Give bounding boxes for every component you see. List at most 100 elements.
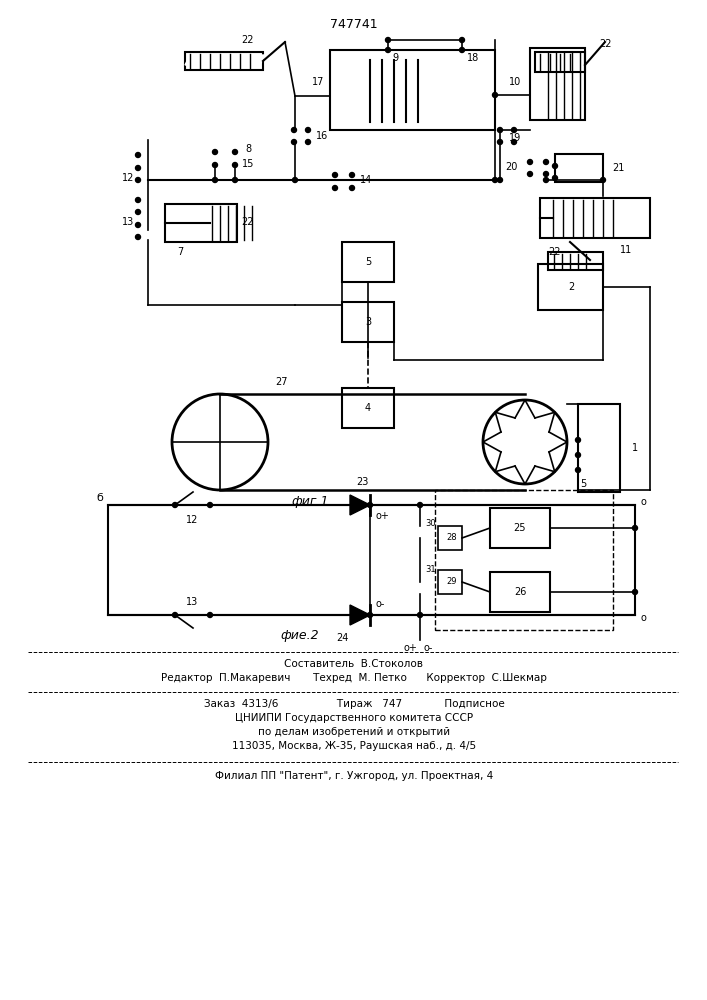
Text: о+: о+ (403, 643, 417, 653)
Circle shape (527, 159, 532, 164)
Bar (490, 572, 550, 612)
Text: 747741: 747741 (330, 18, 378, 31)
Circle shape (136, 152, 141, 157)
Circle shape (498, 139, 503, 144)
Text: 31: 31 (426, 566, 436, 574)
Circle shape (207, 612, 213, 617)
Text: фие.2: фие.2 (281, 629, 320, 642)
Text: о: о (640, 497, 646, 507)
Text: 9: 9 (392, 53, 398, 63)
Polygon shape (350, 495, 370, 515)
Text: 16: 16 (316, 131, 328, 141)
Circle shape (233, 149, 238, 154)
Circle shape (633, 526, 638, 530)
Circle shape (418, 612, 423, 617)
Text: 5: 5 (365, 257, 371, 267)
Circle shape (493, 178, 498, 182)
Polygon shape (185, 55, 265, 65)
Text: 13: 13 (122, 217, 134, 227)
Text: 7: 7 (177, 247, 183, 257)
Circle shape (498, 178, 503, 182)
Bar (108, 505, 635, 615)
Bar (435, 490, 613, 630)
Text: 12: 12 (122, 173, 134, 183)
Text: 4: 4 (365, 403, 371, 413)
Text: 10: 10 (509, 77, 521, 87)
Text: 28: 28 (447, 534, 457, 542)
Circle shape (544, 178, 549, 182)
Text: 5: 5 (580, 479, 586, 489)
Text: 29: 29 (447, 578, 457, 586)
Circle shape (349, 186, 354, 190)
Bar (555, 154, 603, 182)
Bar (538, 264, 603, 310)
Text: по делам изобретений и открытий: по делам изобретений и открытий (258, 727, 450, 737)
Bar (548, 252, 603, 270)
Circle shape (207, 502, 213, 508)
Circle shape (511, 127, 517, 132)
Circle shape (460, 47, 464, 52)
Circle shape (233, 178, 238, 182)
Circle shape (173, 502, 177, 508)
Circle shape (173, 612, 177, 617)
Circle shape (213, 162, 218, 167)
Text: 3: 3 (365, 317, 371, 327)
Circle shape (575, 438, 580, 442)
Circle shape (293, 178, 298, 182)
Circle shape (575, 452, 580, 458)
Text: 8: 8 (245, 144, 251, 154)
Text: 25: 25 (514, 523, 526, 533)
Text: Составитель  В.Стоколов: Составитель В.Стоколов (284, 659, 423, 669)
Text: 12: 12 (186, 515, 198, 525)
Bar (330, 50, 495, 130)
Circle shape (511, 139, 517, 144)
Bar (185, 52, 263, 70)
Text: о-: о- (423, 643, 433, 653)
Circle shape (136, 198, 141, 202)
Text: 23: 23 (356, 477, 368, 487)
Text: Редактор  П.Макаревич       Техред  М. Петко      Корректор  С.Шекмар: Редактор П.Макаревич Техред М. Петко Кор… (161, 673, 547, 683)
Bar (342, 388, 394, 428)
Circle shape (213, 149, 218, 154)
Bar (342, 242, 394, 282)
Circle shape (332, 186, 337, 190)
Circle shape (136, 223, 141, 228)
Circle shape (527, 172, 532, 176)
Circle shape (385, 47, 390, 52)
Text: о+: о+ (376, 511, 390, 521)
Circle shape (385, 37, 390, 42)
Circle shape (552, 163, 558, 168)
Circle shape (233, 162, 238, 167)
Circle shape (633, 589, 638, 594)
Text: 19: 19 (509, 133, 521, 143)
Text: Заказ  4313/6                  Тираж   747             Подписное: Заказ 4313/6 Тираж 747 Подписное (204, 699, 504, 709)
Circle shape (575, 468, 580, 473)
Circle shape (213, 178, 218, 182)
Circle shape (332, 172, 337, 178)
Text: фиг.1: фиг.1 (291, 495, 329, 508)
Circle shape (544, 172, 549, 176)
Text: о: о (640, 613, 646, 623)
Circle shape (544, 159, 549, 164)
Text: 22: 22 (242, 35, 255, 45)
Polygon shape (350, 605, 370, 625)
Text: 18: 18 (467, 53, 479, 63)
Text: 17: 17 (312, 77, 324, 87)
Text: 21: 21 (612, 163, 624, 173)
Text: 26: 26 (514, 587, 526, 597)
Circle shape (600, 178, 605, 182)
Text: 1: 1 (632, 443, 638, 453)
Circle shape (305, 139, 310, 144)
Text: 20: 20 (506, 162, 518, 172)
Text: Филиал ПП "Патент", г. Ужгород, ул. Проектная, 4: Филиал ПП "Патент", г. Ужгород, ул. Прое… (215, 771, 493, 781)
Bar (535, 52, 585, 72)
Circle shape (349, 172, 354, 178)
Text: 113035, Москва, Ж-35, Раушская наб., д. 4/5: 113035, Москва, Ж-35, Раушская наб., д. … (232, 741, 476, 751)
Circle shape (460, 37, 464, 42)
Circle shape (291, 139, 296, 144)
Circle shape (552, 176, 558, 180)
Bar (578, 404, 620, 492)
Bar (540, 198, 650, 238)
Circle shape (136, 234, 141, 239)
Circle shape (418, 502, 423, 508)
